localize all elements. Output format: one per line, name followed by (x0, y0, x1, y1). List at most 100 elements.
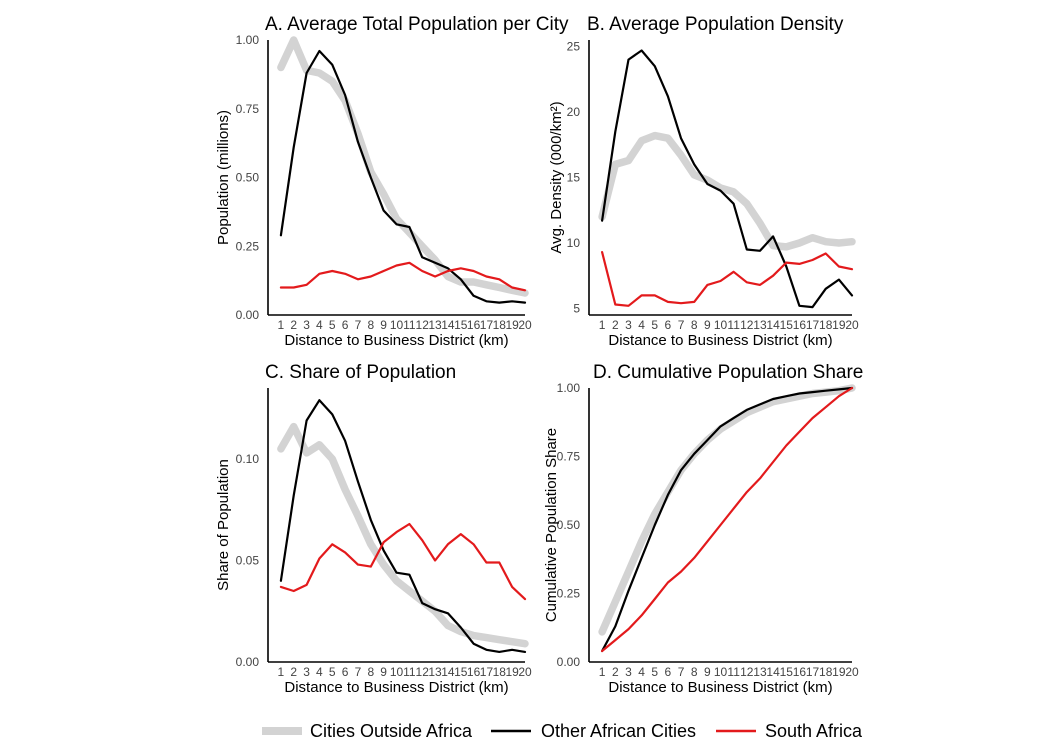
panel-a-series-outside-africa (277, 36, 529, 297)
panel-c-x-tick-label: 16 (467, 665, 481, 679)
panel-c-y-axis-label: Share of Population (215, 459, 232, 591)
panel-d-x-tick-label: 3 (625, 665, 632, 679)
panel-d-x-tick-label: 1 (599, 665, 606, 679)
panel-a-x-tick-label: 2 (290, 318, 297, 332)
panel-d-x-tick-label: 8 (691, 665, 698, 679)
panel-a-x-tick-label: 20 (518, 318, 532, 332)
panel-c-x-tick-label: 14 (441, 665, 455, 679)
panel-c-x-tick-label: 4 (316, 665, 323, 679)
legend-label-south-africa: South Africa (765, 721, 863, 741)
panel-c-y-tick-label: 0.00 (236, 655, 260, 669)
panel-d-title: D. Cumulative Population Share (593, 362, 863, 383)
panel-c-series-other-african (279, 399, 527, 654)
panel-c-series-outside-africa (277, 422, 529, 648)
panel-a-x-tick-label: 13 (428, 318, 442, 332)
panel-d-x-tick-label: 5 (651, 665, 658, 679)
panel-a-x-tick-label: 15 (454, 318, 468, 332)
panel-a-x-tick-label: 12 (416, 318, 430, 332)
panel-d-x-tick-label: 13 (753, 665, 767, 679)
panel-a: A. Average Total Population per City 0.00… (215, 14, 569, 349)
panel-d-y-tick-label: 0.25 (557, 587, 581, 601)
panel-a-x-tick-label: 9 (380, 318, 387, 332)
panel-a-x-tick-label: 3 (303, 318, 310, 332)
panel-b-x-tick-label: 9 (704, 318, 711, 332)
panel-a-x-tick-label: 19 (505, 318, 519, 332)
panel-a-y-tick-label: 1.00 (236, 33, 260, 47)
panel-d-series-south-africa (600, 386, 854, 653)
panel-b-y-tick-label: 20 (567, 105, 581, 119)
panel-c-x-tick-label: 12 (416, 665, 430, 679)
panel-d-x-tick-label: 11 (727, 665, 740, 679)
panel-d-x-tick-label: 17 (806, 665, 820, 679)
panel-b-x-tick-label: 7 (678, 318, 685, 332)
panel-d-x-tick-label: 4 (638, 665, 645, 679)
panel-a-series-other-african (279, 49, 527, 304)
panel-c-y-tick-label: 0.10 (236, 452, 260, 466)
panel-a-x-tick-label: 4 (316, 318, 323, 332)
panel-b-x-tick-label: 12 (740, 318, 754, 332)
panel-c-x-tick-label: 5 (329, 665, 336, 679)
panel-c-x-tick-label: 11 (403, 665, 416, 679)
panel-c-x-tick-label: 8 (367, 665, 374, 679)
panel-d-x-axis-label: Distance to Business District (km) (608, 679, 832, 696)
panel-c-x-tick-label: 20 (518, 665, 532, 679)
panel-d-x-tick-label: 20 (845, 665, 859, 679)
panel-b-x-tick-label: 10 (714, 318, 728, 332)
panel-c-y-tick-label: 0.05 (236, 554, 260, 568)
panel-b-x-tick-label: 18 (819, 318, 833, 332)
panel-c-x-tick-label: 2 (290, 665, 297, 679)
panel-a-x-tick-label: 14 (441, 318, 455, 332)
panel-a-series-south-africa (279, 261, 527, 292)
panel-a-x-tick-label: 10 (390, 318, 404, 332)
panel-a-x-tick-label: 8 (367, 318, 374, 332)
panel-b-series-other-african (600, 49, 854, 309)
legend-label-other-african: Other African Cities (541, 721, 696, 741)
panel-d-y-tick-label: 1.00 (557, 381, 581, 395)
panel-a-x-tick-label: 11 (403, 318, 416, 332)
panel-a-title: A. Average Total Population per City (265, 14, 569, 35)
panel-b-y-tick-label: 15 (567, 171, 581, 185)
panel-c-x-tick-label: 9 (380, 665, 387, 679)
panel-d-x-tick-label: 10 (714, 665, 728, 679)
panel-b-x-tick-label: 13 (753, 318, 767, 332)
panel-a-x-tick-label: 1 (278, 318, 285, 332)
panel-c-x-tick-label: 1 (278, 665, 285, 679)
panel-b-y-tick-label: 10 (567, 236, 581, 250)
panel-d-x-tick-label: 15 (780, 665, 794, 679)
panel-c-x-tick-label: 13 (428, 665, 442, 679)
panel-a-y-tick-label: 0.00 (236, 308, 260, 322)
panel-c-x-tick-label: 19 (505, 665, 519, 679)
panel-c-title: C. Share of Population (265, 362, 456, 383)
panel-d: D. Cumulative Population Share 0.00 0.25 0.… (543, 362, 863, 696)
panel-b-x-tick-label: 16 (793, 318, 807, 332)
panel-b-title: B. Average Population Density (587, 14, 844, 35)
panel-b-x-tick-label: 19 (832, 318, 846, 332)
panel-a-y-tick-label: 0.25 (236, 239, 260, 253)
panel-b-x-tick-label: 14 (766, 318, 780, 332)
panel-d-x-tick-label: 19 (832, 665, 846, 679)
panel-d-x-tick-label: 7 (678, 665, 685, 679)
panel-c-x-tick-label: 6 (342, 665, 349, 679)
panel-b-x-tick-label: 2 (612, 318, 619, 332)
panel-b-x-tick-label: 17 (806, 318, 820, 332)
panel-d-x-tick-label: 18 (819, 665, 833, 679)
panel-d-x-tick-label: 14 (766, 665, 780, 679)
panel-d-x-tick-label: 16 (793, 665, 807, 679)
panel-c-x-axis-label: Distance to Business District (km) (284, 679, 508, 696)
panel-a-x-tick-label: 7 (355, 318, 362, 332)
panel-b-series-outside-africa (598, 131, 856, 251)
panel-a-x-tick-label: 5 (329, 318, 336, 332)
panel-d-y-axis-label: Cumulative Population Share (543, 428, 560, 622)
panel-d-series-other-african (600, 386, 854, 653)
panel-b-x-tick-label: 8 (691, 318, 698, 332)
panel-d-y-tick-label: 0.00 (557, 655, 581, 669)
panel-c-x-tick-label: 18 (493, 665, 507, 679)
panel-c-series-south-africa (279, 522, 527, 601)
panel-d-series-outside-africa (598, 384, 856, 636)
panel-c-x-tick-label: 7 (355, 665, 362, 679)
panel-b-x-tick-label: 20 (845, 318, 859, 332)
panel-a-x-tick-label: 18 (493, 318, 507, 332)
legend-label-outside-africa: Cities Outside Africa (310, 721, 473, 741)
